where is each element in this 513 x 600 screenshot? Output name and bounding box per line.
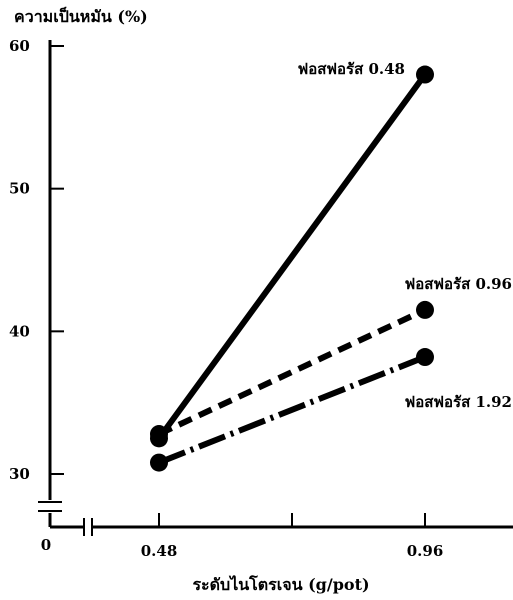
y-axis-label: ความเป็นหมัน (%) bbox=[14, 5, 148, 26]
y-tick-label: 40 bbox=[9, 322, 30, 340]
data-point bbox=[416, 65, 434, 84]
series-line bbox=[156, 72, 428, 441]
axes bbox=[38, 40, 513, 536]
y-tick-label: 60 bbox=[9, 37, 30, 55]
data-point bbox=[150, 425, 168, 444]
x-tick-label: 0.96 bbox=[407, 542, 444, 560]
x-axis-label: ระดับไนโตรเจน (g/pot) bbox=[192, 574, 369, 594]
series-labels: ฟอสฟอรัส 0.48 ฟอสฟอรัส 0.96 ฟอสฟอรัส 1.92 bbox=[298, 60, 512, 411]
series-lines bbox=[156, 72, 428, 466]
x-tick-label: 0.48 bbox=[141, 542, 178, 560]
y-ticks: 30 40 50 60 bbox=[9, 37, 64, 483]
data-point bbox=[416, 348, 434, 367]
series-label: ฟอสฟอรัส 0.96 bbox=[405, 275, 512, 293]
series-line bbox=[157, 354, 427, 466]
x-origin-label: 0 bbox=[41, 536, 51, 554]
data-points bbox=[150, 65, 434, 472]
y-tick-label: 50 bbox=[9, 180, 30, 198]
y-tick-label: 30 bbox=[9, 465, 30, 483]
series-label: ฟอสฟอรัส 1.92 bbox=[405, 393, 512, 411]
x-ticks: 0.48 0.96 bbox=[141, 513, 444, 560]
series-label: ฟอสฟอรัส 0.48 bbox=[298, 60, 405, 78]
data-point bbox=[416, 300, 434, 319]
series-line bbox=[157, 307, 427, 437]
data-point bbox=[150, 453, 168, 472]
